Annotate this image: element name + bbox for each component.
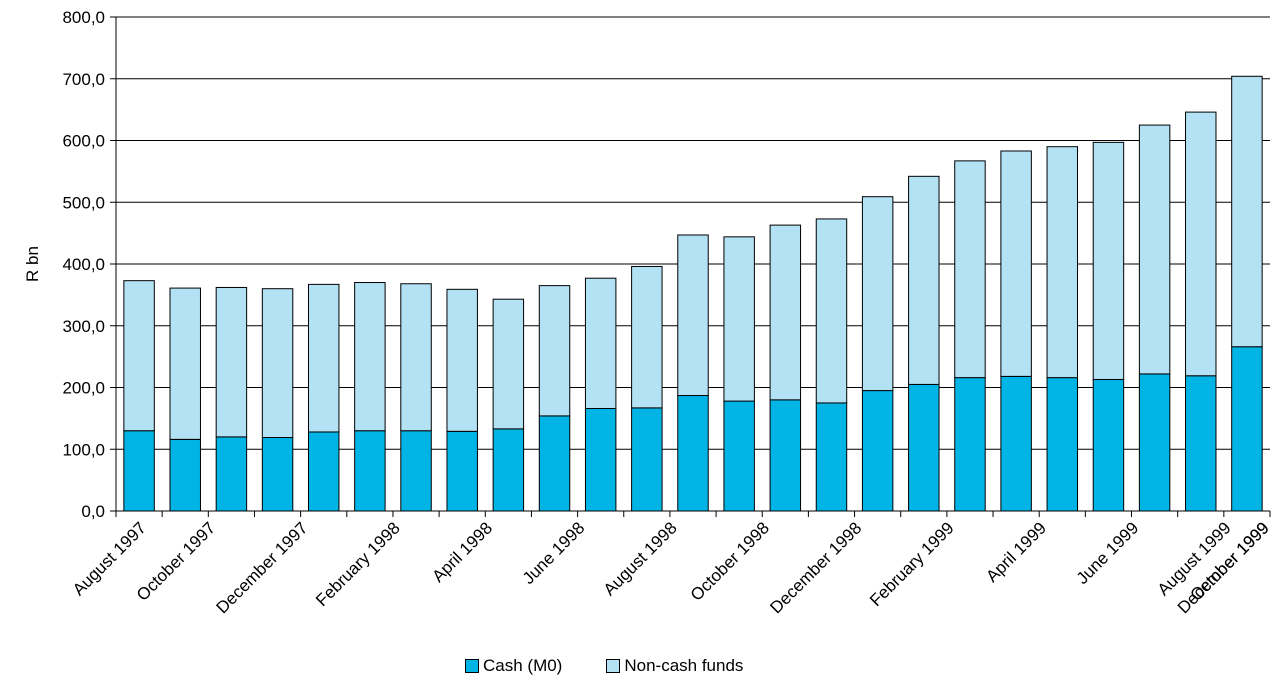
x-tick-label: June 1999 [1073, 518, 1143, 588]
bar-cash [584, 407, 617, 512]
y-tick-label: 300,0 [62, 317, 105, 336]
bar-cash [769, 399, 802, 512]
bar-noncash [1231, 75, 1263, 348]
bar-noncash [1046, 146, 1079, 379]
bar-cash [1138, 373, 1171, 512]
bar-cash [215, 436, 248, 512]
bar-cash [538, 415, 571, 512]
bar-noncash [1185, 111, 1217, 377]
bar-noncash [354, 282, 386, 432]
y-tick-label: 400,0 [62, 255, 105, 274]
x-tick-label: April 1999 [982, 518, 1050, 586]
bar-cash [446, 430, 478, 512]
bar-cash [954, 377, 986, 512]
bar-noncash [631, 265, 663, 409]
bar-cash [1092, 378, 1125, 512]
legend: Cash (M0) Non-cash funds [465, 654, 787, 678]
chart-canvas: 0,0 100,0 200,0 300,0 400,0 500,0 600,0 700,0 80… [23, 8, 1273, 617]
bar-noncash [215, 286, 248, 438]
y-tick-label: 600,0 [62, 132, 105, 151]
x-tick-label: December 1998 [766, 518, 865, 617]
y-tick-label: 100,0 [62, 440, 105, 459]
bar-cash [1185, 375, 1217, 512]
y-tick-label: 700,0 [62, 70, 105, 89]
bar-cash [677, 395, 709, 512]
bar-cash [169, 438, 201, 512]
bar-noncash [1000, 150, 1032, 377]
legend-swatch-noncash [606, 659, 621, 673]
bar-noncash [1138, 124, 1171, 375]
bar-cash [354, 430, 386, 512]
bar-cash [861, 390, 894, 512]
x-tick-label: February 1998 [312, 518, 404, 610]
x-tick-label: October 1998 [687, 518, 773, 604]
bar-cash [1231, 346, 1263, 512]
legend-swatch-cash [465, 659, 479, 673]
bar-noncash [677, 234, 709, 397]
bar-noncash [723, 236, 755, 402]
bar-noncash [538, 285, 571, 417]
bar-noncash [584, 277, 617, 409]
bar-noncash [815, 218, 848, 404]
legend-label-noncash: Non-cash funds [624, 656, 744, 675]
bar-noncash [769, 224, 802, 401]
legend-label-cash: Cash (M0) [483, 656, 563, 675]
bar-noncash [492, 298, 525, 430]
x-tick-label: December 1997 [212, 518, 311, 617]
bar-cash [400, 430, 432, 512]
bar-noncash [446, 288, 478, 432]
legend-item-cash: Cash (M0) [465, 656, 562, 676]
x-tick-label: August 1998 [600, 518, 681, 599]
legend-item-noncash: Non-cash funds [606, 656, 743, 676]
x-tick-label: June 1998 [519, 518, 589, 588]
bar-noncash [908, 175, 940, 385]
bar-cash [723, 400, 755, 512]
bar-noncash [400, 283, 432, 432]
bar-cash [492, 428, 525, 512]
bar-noncash [1092, 141, 1125, 380]
bar-cash [1000, 375, 1032, 512]
bar-noncash [169, 287, 201, 440]
bar-noncash [261, 288, 294, 439]
bar-cash [123, 430, 155, 512]
x-tick-label: February 1999 [866, 518, 958, 610]
bar-noncash [954, 160, 986, 379]
bar-cash [815, 402, 848, 512]
bar-cash [1046, 377, 1079, 512]
bar-cash [261, 437, 294, 512]
bar-cash [307, 431, 340, 512]
x-tick-label: April 1998 [429, 518, 497, 586]
bar-noncash [307, 283, 340, 433]
y-tick-label: 0,0 [81, 502, 105, 521]
bar-noncash [123, 280, 155, 432]
bar-cash [631, 407, 663, 512]
y-tick-label: 800,0 [62, 8, 105, 27]
y-tick-label: 500,0 [62, 193, 105, 212]
y-tick-label: 200,0 [62, 379, 105, 398]
bar-cash [908, 383, 940, 512]
y-axis-title: R bn [23, 246, 42, 282]
bar-noncash [861, 196, 894, 392]
